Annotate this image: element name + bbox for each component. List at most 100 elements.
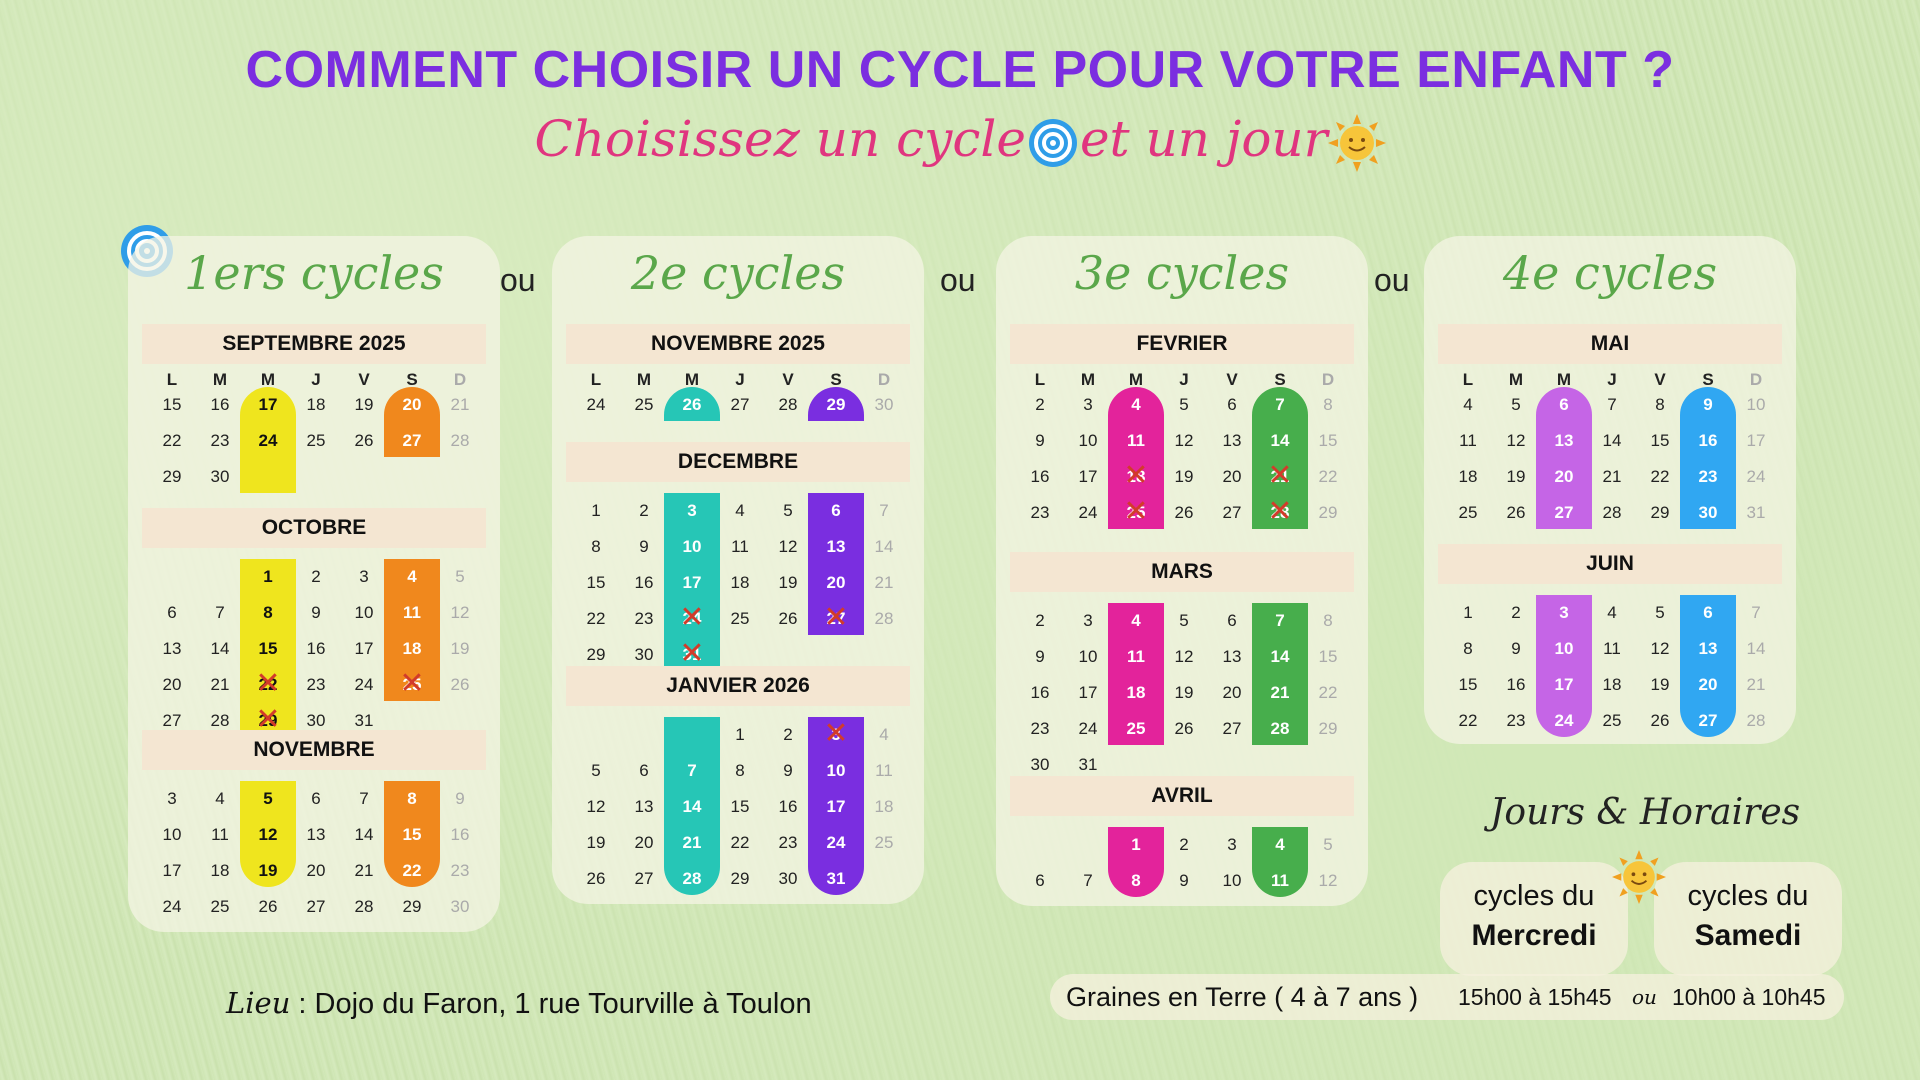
calendar-day: 7 xyxy=(215,603,225,622)
cancelled-mark-icon: ✕ xyxy=(1123,458,1149,493)
calendar-day: 21 xyxy=(354,861,374,880)
calendar-day: 14 xyxy=(1270,431,1290,450)
calendar-day: 2 xyxy=(639,501,649,520)
calendar-day: 25 xyxy=(1126,503,1146,522)
saturday-line1: cycles du xyxy=(1687,880,1809,912)
calendar-day: 12 xyxy=(778,537,798,556)
card-title: 2e cycles xyxy=(630,246,846,300)
calendar-day: 1 xyxy=(1463,603,1473,622)
calendar-day: 20 xyxy=(1698,675,1718,694)
calendar-day: 14 xyxy=(682,797,702,816)
calendar-day: 24 xyxy=(682,609,702,628)
calendar-day: 6 xyxy=(1227,611,1237,630)
month-header: NOVEMBRE 2025 xyxy=(566,324,910,364)
calendar-day: 21 xyxy=(1602,467,1622,486)
calendar-day: 23 xyxy=(306,675,326,694)
calendar-day: 10 xyxy=(1554,639,1574,658)
calendar-day: 14 xyxy=(210,639,230,658)
calendar-day: 22 xyxy=(258,675,278,694)
saturday-box: cycles du Samedi xyxy=(1654,862,1842,976)
calendar-day: 7 xyxy=(1275,395,1285,414)
weekday-header: J xyxy=(311,370,321,389)
calendar-day: 28 xyxy=(778,395,798,414)
calendar-day: 22 xyxy=(162,431,182,450)
calendar-day: 15 xyxy=(402,825,422,844)
month-header: MARS xyxy=(1010,552,1354,592)
calendar-day: 29 xyxy=(826,395,846,414)
calendar-day: 25 xyxy=(306,431,326,450)
calendar-day: 14 xyxy=(1602,431,1622,450)
calendar-day: 15 xyxy=(1318,431,1338,450)
calendar-day: 8 xyxy=(1323,395,1333,414)
calendar-day: 15 xyxy=(258,639,278,658)
calendar-day: 17 xyxy=(1078,467,1098,486)
calendar-day: 22 xyxy=(1318,467,1338,486)
weekday-header: D xyxy=(1321,370,1335,389)
location-label: Lieu xyxy=(226,986,291,1020)
schedule-heading: Jours & Horaires xyxy=(1490,792,1801,833)
calendar-day: 4 xyxy=(1607,603,1617,622)
calendar-day: 19 xyxy=(258,861,278,880)
page-subtitle: Choisissez un cycle et un jour xyxy=(0,110,1920,172)
calendar-day: 2 xyxy=(1511,603,1521,622)
calendar-day: 30 xyxy=(1698,503,1718,522)
cycle-pill xyxy=(240,387,296,493)
calendar-day: 12 xyxy=(1650,639,1670,658)
weekday-header: L xyxy=(590,370,602,389)
cycle-pill xyxy=(808,493,864,635)
calendar-day: 8 xyxy=(263,603,273,622)
cancelled-mark-icon: ✕ xyxy=(1267,494,1293,529)
calendar-day: 8 xyxy=(591,537,601,556)
calendar-day: 7 xyxy=(1275,611,1285,630)
calendar-day: 23 xyxy=(1698,467,1718,486)
calendar-day: 4 xyxy=(1463,395,1473,414)
calendar-day: 25 xyxy=(1602,711,1622,730)
calendar-day: 26 xyxy=(258,897,278,916)
calendar-day: 18 xyxy=(730,573,750,592)
calendar-day: 8 xyxy=(735,761,745,780)
calendar-day: 17 xyxy=(1554,675,1574,694)
calendar-day: 22 xyxy=(1318,683,1338,702)
calendar-day: 29 xyxy=(1650,503,1670,522)
cycle-pill xyxy=(1680,595,1736,737)
calendar-day: 13 xyxy=(1554,431,1574,450)
calendar-day: 8 xyxy=(1131,871,1141,890)
calendar-day: 12 xyxy=(1174,431,1194,450)
calendar-day: 12 xyxy=(1174,647,1194,666)
location: Lieu : Dojo du Faron, 1 rue Tourville à … xyxy=(226,986,812,1021)
calendar-day: 18 xyxy=(1126,467,1146,486)
calendar-day: 17 xyxy=(1078,683,1098,702)
calendar-day: 29 xyxy=(586,645,606,664)
calendar-day: 7 xyxy=(879,501,889,520)
weekday-header: V xyxy=(1654,370,1666,389)
calendar-day: 3 xyxy=(167,789,177,808)
month-header: OCTOBRE xyxy=(142,508,486,548)
calendar-day: 31 xyxy=(682,645,702,664)
sun-icon xyxy=(1327,114,1386,172)
calendar-day: 6 xyxy=(1703,603,1713,622)
month-header: JUIN xyxy=(1438,544,1782,584)
calendar-day: 17 xyxy=(354,639,374,658)
calendar-day: 19 xyxy=(1174,683,1194,702)
calendar-day: 21 xyxy=(450,395,470,414)
wednesday-line2: Mercredi xyxy=(1471,919,1597,952)
calendar-day: 14 xyxy=(1746,639,1766,658)
calendar-day: 22 xyxy=(1650,467,1670,486)
calendar-day: 12 xyxy=(1318,871,1338,890)
weekday-header: D xyxy=(453,370,467,389)
calendar-day: 28 xyxy=(1270,503,1290,522)
calendar-day: 26 xyxy=(1174,719,1194,738)
calendar-day: 9 xyxy=(1703,395,1713,414)
calendar-day: 3 xyxy=(1083,611,1093,630)
calendar-day: 6 xyxy=(831,501,841,520)
calendar-day: 26 xyxy=(450,675,470,694)
calendar-day: 15 xyxy=(1650,431,1670,450)
card-title: 4e cycles xyxy=(1502,246,1718,300)
calendar-day: 4 xyxy=(735,501,745,520)
calendar-day: 22 xyxy=(1458,711,1478,730)
calendar-day: 10 xyxy=(1746,395,1766,414)
calendar-day: 2 xyxy=(311,567,321,586)
cycle-card-1: 1ers cycles L M M J V S D SEPTEMBRE 2025 15 16 17 18… xyxy=(128,236,500,932)
calendar-day: 27 xyxy=(730,395,750,414)
calendar-day: 19 xyxy=(1650,675,1670,694)
